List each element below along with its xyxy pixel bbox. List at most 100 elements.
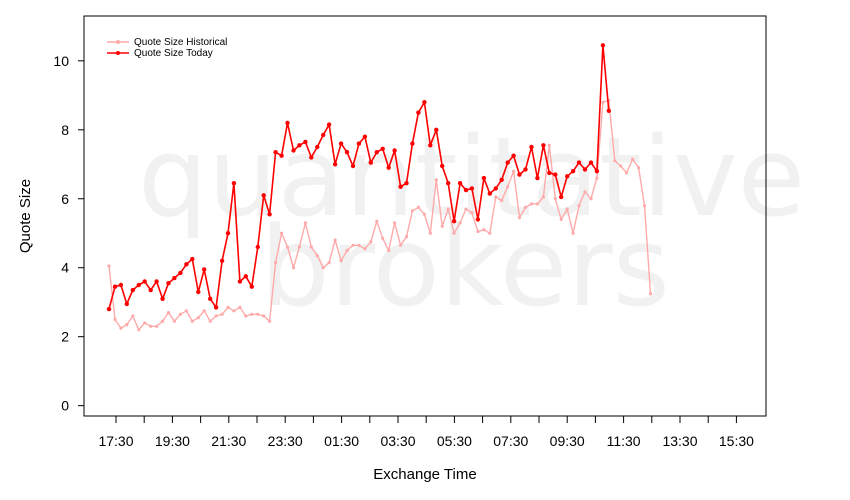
y-tick-label: 2: [61, 329, 69, 345]
data-point: [208, 319, 212, 323]
data-point: [494, 195, 498, 199]
data-point: [208, 296, 213, 301]
data-point: [511, 169, 516, 173]
data-point: [487, 191, 492, 196]
data-point: [577, 204, 581, 208]
x-tick-label: 09:30: [550, 433, 585, 449]
data-point: [363, 247, 367, 251]
watermark-line2: brokers: [260, 203, 670, 331]
data-point: [457, 181, 463, 186]
data-point: [399, 243, 403, 247]
data-point: [303, 139, 308, 145]
y-tick-label: 0: [61, 398, 69, 414]
data-point: [559, 194, 564, 200]
data-point: [469, 186, 475, 191]
data-point: [232, 309, 236, 313]
data-point: [297, 245, 301, 249]
data-point: [613, 159, 617, 163]
data-point: [137, 328, 141, 332]
data-point: [118, 282, 124, 288]
data-point: [315, 144, 320, 150]
data-point: [124, 301, 129, 307]
y-tick-label: 6: [61, 191, 69, 207]
data-point: [131, 314, 135, 318]
data-point: [428, 231, 432, 235]
data-point: [303, 221, 307, 225]
data-point: [499, 177, 504, 182]
data-point: [261, 193, 266, 198]
data-point: [244, 314, 248, 318]
data-point: [595, 176, 599, 180]
data-point: [642, 204, 647, 208]
data-point: [428, 143, 433, 148]
data-point: [255, 244, 260, 250]
data-point: [565, 207, 569, 211]
data-point: [535, 202, 540, 206]
data-point: [362, 134, 368, 139]
data-point: [332, 162, 338, 167]
data-point: [243, 274, 248, 279]
data-point: [142, 279, 147, 284]
data-point: [505, 160, 510, 165]
x-tick-label: 15:30: [719, 433, 754, 449]
legend-historical-label: Quote Size Historical: [134, 37, 227, 48]
series-layer: [106, 43, 653, 332]
data-point: [517, 172, 522, 177]
data-point: [375, 219, 379, 223]
data-point: [625, 171, 629, 175]
data-point: [309, 155, 314, 160]
data-point: [196, 289, 201, 295]
data-point: [482, 228, 486, 232]
data-point: [333, 238, 337, 242]
data-point: [285, 120, 290, 126]
data-point: [172, 275, 177, 281]
data-point: [219, 258, 225, 263]
data-point: [416, 110, 421, 115]
data-point: [601, 100, 605, 104]
data-point: [571, 231, 575, 235]
data-point: [160, 296, 165, 301]
series-today: [106, 43, 611, 312]
data-point: [381, 236, 385, 240]
watermark-line1: quantitative: [138, 113, 805, 241]
data-point: [583, 190, 587, 194]
data-point: [106, 306, 112, 312]
data-point: [166, 281, 171, 286]
data-point: [297, 143, 302, 148]
x-tick-label: 07:30: [493, 433, 528, 449]
data-point: [446, 181, 451, 186]
data-point: [589, 197, 593, 201]
data-point: [582, 167, 588, 172]
data-point: [344, 150, 350, 155]
data-point: [143, 321, 147, 325]
data-point: [267, 212, 272, 217]
data-point: [190, 256, 195, 262]
data-point: [350, 163, 356, 169]
data-point: [148, 287, 153, 293]
data-point: [422, 100, 427, 105]
data-point: [619, 164, 623, 168]
x-tick-label: 01:30: [324, 433, 359, 449]
x-tick-label: 23:30: [268, 433, 303, 449]
data-point: [588, 160, 594, 165]
data-point: [357, 243, 361, 247]
data-point: [321, 266, 325, 270]
data-point: [422, 212, 426, 216]
data-point: [326, 122, 332, 127]
data-point: [268, 319, 272, 323]
data-point: [250, 312, 254, 316]
data-point: [434, 178, 438, 182]
data-point: [648, 292, 653, 296]
data-point: [125, 323, 129, 327]
data-point: [463, 187, 469, 193]
y-tick-label: 8: [61, 122, 69, 138]
data-point: [393, 221, 397, 225]
data-point: [256, 312, 260, 316]
data-point: [172, 319, 176, 323]
data-point: [321, 132, 326, 138]
data-point: [351, 243, 355, 247]
data-point: [166, 311, 171, 315]
y-tick-label: 4: [61, 260, 69, 276]
data-point: [178, 312, 182, 316]
